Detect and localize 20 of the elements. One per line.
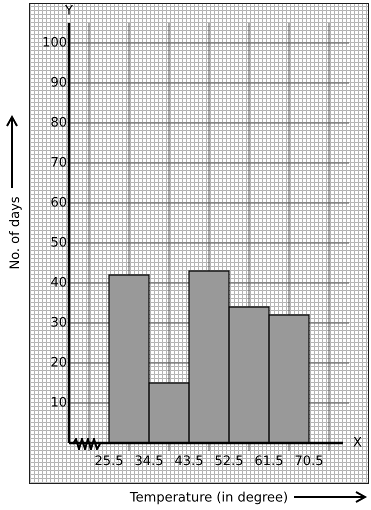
y-tick-label: 100 (42, 35, 67, 50)
y-tick-label: 90 (50, 75, 67, 90)
y-tick-label: 50 (50, 235, 67, 250)
x-tick-label: 43.5 (174, 454, 204, 470)
x-tick-label: 61.5 (254, 454, 284, 470)
text: Y (64, 3, 74, 18)
y-tick-label: 70 (50, 155, 67, 170)
x-tick-label: 25.5 (94, 454, 124, 470)
x-axis-title: Temperature (in degree) (128, 490, 288, 506)
y-tick-label: 40 (50, 275, 67, 290)
y-axis-title: No. of days (8, 196, 24, 270)
x-tick-label: 52.5 (214, 454, 244, 470)
y-tick-label: 30 (50, 315, 67, 330)
y-tick-label: 80 (50, 115, 67, 130)
y-tick-label: 60 (50, 195, 67, 210)
x-tick-label: 34.5 (134, 454, 164, 470)
y-tick-label: 20 (50, 355, 67, 370)
x-tick-label: 70.5 (294, 454, 324, 470)
text: X (353, 435, 362, 450)
y-tick-label: 10 (50, 395, 67, 410)
